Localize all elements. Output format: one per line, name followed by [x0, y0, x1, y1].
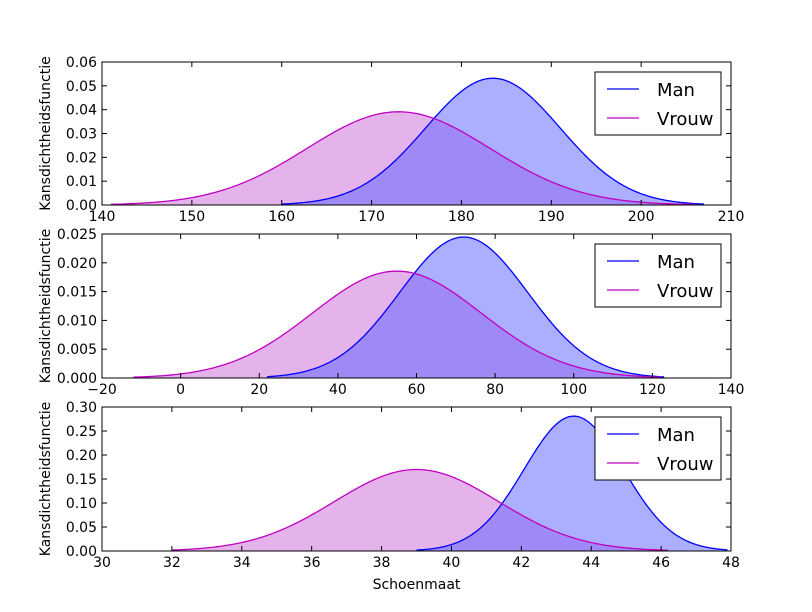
- x-tick-label: 32: [163, 555, 181, 571]
- y-tick-label: 0.03: [66, 127, 97, 143]
- y-tick-label: 0.05: [66, 520, 97, 536]
- y-tick-label: 0.00: [66, 544, 97, 560]
- plot-area: [171, 415, 728, 551]
- y-tick-label: 0.06: [66, 55, 97, 71]
- x-tick-label: 42: [512, 555, 530, 571]
- x-tick-label: 46: [652, 555, 670, 571]
- y-tick-label: 0.00: [66, 198, 97, 214]
- line-vrouw: [171, 468, 669, 551]
- x-tick-label: 60: [408, 382, 426, 398]
- area-man: [281, 78, 705, 205]
- x-tick-label: 160: [268, 209, 295, 225]
- y-tick-label: 0.04: [66, 103, 97, 119]
- chart-panel-1: 140 150 160 170 180 190 200 210 0.00 0.01 0.02 0.03…: [38, 55, 744, 225]
- chart-panel-2: −20 0 20 40 60 80 100 120 140 0.000 0.005 0.010 0.01…: [38, 227, 744, 398]
- y-tick-label: 0.020: [57, 256, 97, 272]
- x-axis-label: Schoenmaat: [373, 577, 461, 593]
- y-tick-label: 0.25: [66, 424, 97, 440]
- x-tick-label: 40: [329, 382, 347, 398]
- x-tick-label: 150: [178, 209, 205, 225]
- y-tick-label: 0.02: [66, 150, 97, 166]
- x-tick-label: 100: [560, 382, 587, 398]
- legend: Man Vrouw: [594, 71, 722, 136]
- x-tick-label: 20: [250, 382, 268, 398]
- x-tick-label: 44: [582, 555, 600, 571]
- line-vrouw: [110, 111, 696, 205]
- area-man: [267, 237, 665, 378]
- chart-panel-3: 30 32 34 36 38 40 42 44 46 48 0.00 0.05 0.10 0.15 0.20…: [38, 400, 740, 593]
- line-man: [267, 236, 665, 378]
- y-tick-label: 0.10: [66, 496, 97, 512]
- y-axis-label: Kansdichtheidsfunctie: [38, 229, 54, 383]
- x-tick-label: 38: [373, 555, 391, 571]
- y-tick-label: 0.025: [57, 227, 97, 243]
- x-tick-label: 170: [358, 209, 385, 225]
- y-tick-label: 0.015: [57, 285, 97, 301]
- legend-box: [594, 71, 722, 136]
- legend-label-vrouw: Vrouw: [657, 454, 713, 475]
- line-man: [281, 77, 705, 205]
- plot-area: [110, 77, 705, 205]
- y-tick-label: 0.005: [57, 342, 97, 358]
- x-tick-label: −20: [87, 382, 117, 398]
- x-tick-label: 180: [448, 209, 475, 225]
- legend: Man Vrouw: [594, 243, 722, 308]
- x-tick-label: 210: [718, 209, 745, 225]
- x-tick-label: 40: [443, 555, 461, 571]
- plot-area: [133, 236, 665, 378]
- y-tick-label: 0.20: [66, 448, 97, 464]
- x-tick-label: 34: [233, 555, 251, 571]
- legend: Man Vrouw: [594, 416, 722, 481]
- y-tick-label: 0.010: [57, 313, 97, 329]
- area-man: [416, 416, 728, 551]
- y-tick-label: 0.15: [66, 472, 97, 488]
- y-tick-label: 0.01: [66, 174, 97, 190]
- x-tick-label: 190: [538, 209, 565, 225]
- x-tick-label: 0: [176, 382, 185, 398]
- x-tick-label: 80: [486, 382, 504, 398]
- x-tick-label: 200: [628, 209, 655, 225]
- legend-box: [594, 243, 722, 308]
- y-tick-label: 0.30: [66, 400, 97, 416]
- y-tick-label: 0.000: [57, 371, 97, 387]
- legend-label-man: Man: [657, 80, 695, 101]
- legend-box: [594, 416, 722, 481]
- y-axis-label: Kansdichtheidsfunctie: [38, 402, 54, 556]
- x-tick-label: 140: [89, 209, 116, 225]
- y-axis-label: Kansdichtheidsfunctie: [38, 56, 54, 210]
- legend-label-man: Man: [657, 252, 695, 273]
- x-tick-label: 140: [718, 382, 745, 398]
- x-tick-label: 36: [303, 555, 321, 571]
- y-tick-label: 0.05: [66, 79, 97, 95]
- line-man: [416, 415, 728, 551]
- line-vrouw: [133, 270, 661, 378]
- legend-label-man: Man: [657, 425, 695, 446]
- x-tick-label: 120: [639, 382, 666, 398]
- legend-label-vrouw: Vrouw: [657, 281, 713, 302]
- x-tick-label: 30: [93, 555, 111, 571]
- legend-label-vrouw: Vrouw: [657, 109, 713, 130]
- x-tick-label: 48: [722, 555, 740, 571]
